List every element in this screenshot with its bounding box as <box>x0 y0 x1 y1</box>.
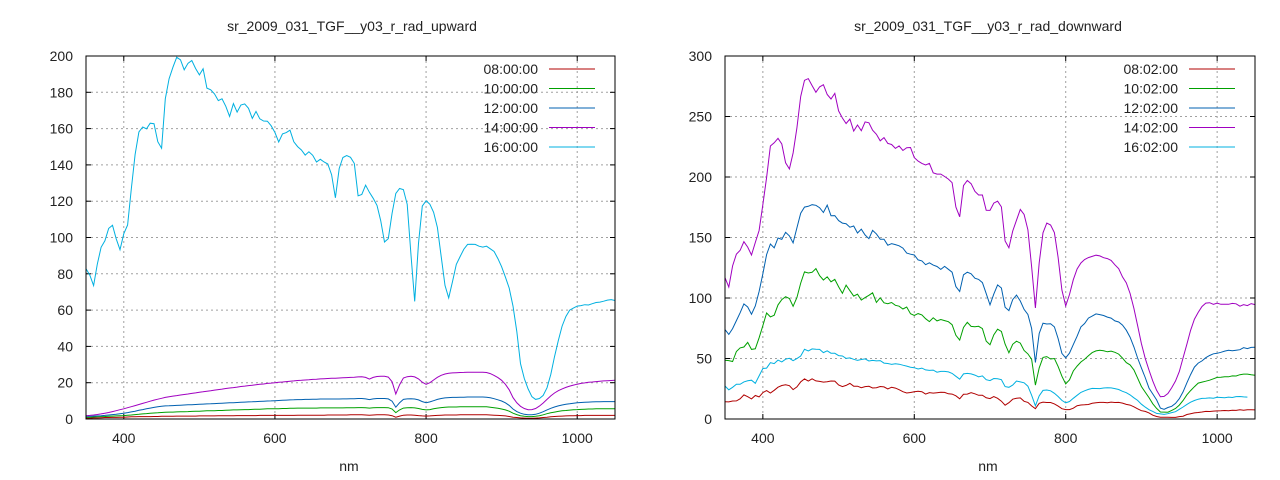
y-tick-label: 140 <box>50 157 74 173</box>
y-tick-label: 100 <box>50 230 74 246</box>
series-line <box>86 56 615 400</box>
legend: 08:02:00 10:02:00 12:02:00 14:02:00 16:02:00 <box>1124 61 1235 155</box>
legend: 08:00:00 10:00:00 12:00:00 14:00:00 16:00:00 <box>484 61 595 155</box>
y-tick-label: 50 <box>696 351 712 367</box>
series-line <box>725 77 1255 398</box>
series-line <box>86 406 615 418</box>
series-line <box>725 203 1255 410</box>
x-tick-label: 600 <box>263 430 287 446</box>
y-tick-label: 200 <box>50 48 74 64</box>
y-tick-label: 180 <box>50 84 74 100</box>
series-group <box>86 56 615 419</box>
chart-title: sr_2009_031_TGF__y03_r_rad_downward <box>854 18 1122 34</box>
y-tick-label: 250 <box>689 109 713 125</box>
x-axis-label: nm <box>978 458 997 474</box>
series-line <box>725 348 1248 415</box>
series-line <box>86 396 615 417</box>
series-line <box>725 378 1255 418</box>
y-tick-label: 120 <box>50 193 74 209</box>
legend-label: 16:02:00 <box>1124 139 1179 155</box>
y-tick-label: 200 <box>689 169 713 185</box>
x-tick-label: 1000 <box>562 430 593 446</box>
chart-upward: sr_2009_031_TGF__y03_r_rad_upward nm 0 20… <box>50 18 616 474</box>
legend-label: 12:02:00 <box>1124 100 1179 116</box>
plot-frame <box>724 55 1256 420</box>
x-tick-label: 800 <box>414 430 438 446</box>
y-tick-label: 100 <box>689 290 713 306</box>
y-tick-label: 160 <box>50 121 74 137</box>
grid <box>86 55 615 420</box>
legend-label: 08:02:00 <box>1124 61 1179 77</box>
series-group <box>725 77 1255 418</box>
y-tick-label: 300 <box>689 48 713 64</box>
y-tick-label: 60 <box>57 302 73 318</box>
x-tick-label: 400 <box>751 430 775 446</box>
legend-label: 12:00:00 <box>484 100 539 116</box>
legend-label: 16:00:00 <box>484 139 539 155</box>
legend-label: 14:00:00 <box>484 120 539 136</box>
series-line <box>86 414 615 419</box>
grid <box>725 55 1255 420</box>
x-tick-label: 600 <box>903 430 927 446</box>
y-tick-label: 0 <box>704 411 712 427</box>
y-tick-label: 150 <box>689 230 713 246</box>
y-tick-label: 20 <box>57 375 73 391</box>
plot-frame <box>85 55 616 420</box>
x-tick-label: 1000 <box>1202 430 1233 446</box>
y-tick-label: 80 <box>57 266 73 282</box>
legend-label: 14:02:00 <box>1124 120 1179 136</box>
chart-downward: sr_2009_031_TGF__y03_r_rad_downward nm 0… <box>689 18 1256 474</box>
x-tick-label: 400 <box>112 430 136 446</box>
legend-label: 10:00:00 <box>484 81 539 97</box>
y-tick-label: 0 <box>65 411 73 427</box>
series-line <box>86 371 615 417</box>
x-axis-label: nm <box>339 458 358 474</box>
x-tick-label: 800 <box>1054 430 1078 446</box>
legend-label: 08:00:00 <box>484 61 539 77</box>
chart-title: sr_2009_031_TGF__y03_r_rad_upward <box>227 18 477 34</box>
legend-label: 10:02:00 <box>1124 81 1179 97</box>
y-tick-label: 40 <box>57 338 73 354</box>
series-line <box>725 267 1255 413</box>
